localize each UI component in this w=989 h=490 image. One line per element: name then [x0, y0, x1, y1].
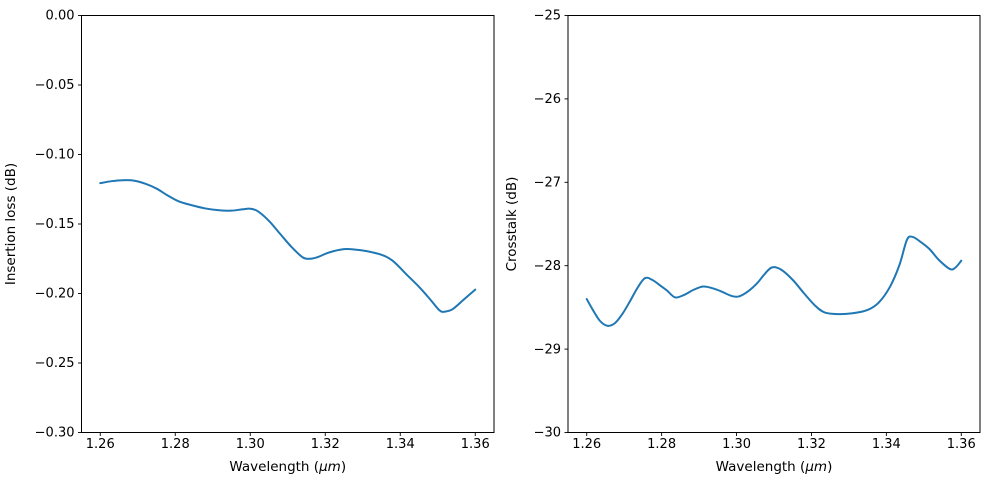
x-tick-label: 1.30	[722, 437, 751, 452]
subplot-insertion-loss: 1.26 1.28 1.30 1.32 1.34 1.36 0.00 −0.05 −0.10 −0…	[3, 9, 495, 475]
x-tick-label: 1.36	[461, 437, 490, 452]
x-tick-label: 1.34	[872, 437, 901, 452]
data-line-crosstalk	[585, 235, 963, 327]
y-tick-label: −0.10	[35, 148, 75, 163]
y-tick-label: −28	[534, 259, 561, 274]
x-tick-label: 1.28	[647, 437, 676, 452]
x-tick-label: 1.34	[386, 437, 415, 452]
y-tick-label: −0.20	[35, 287, 75, 302]
x-tick-label: 1.26	[572, 437, 601, 452]
y-tick-label: −0.05	[35, 78, 75, 93]
y-tick-label: −26	[534, 92, 561, 107]
plot-border	[567, 15, 981, 433]
y-tick-label: 0.00	[46, 9, 75, 24]
x-tick-label: 1.32	[797, 437, 826, 452]
data-line-insertion-loss	[99, 179, 477, 313]
x-tick-label: 1.32	[311, 437, 340, 452]
subplot-crosstalk: 1.26 1.28 1.30 1.32 1.34 1.36 −25 −26 −27 −28 −29 −…	[504, 9, 981, 475]
y-tick-label: −0.15	[35, 217, 75, 232]
y-tick-label: −27	[534, 175, 561, 190]
x-axis-label: Wavelength (μm)	[716, 459, 833, 475]
y-axis-label: Crosstalk (dB)	[504, 177, 520, 272]
x-tick-label: 1.30	[236, 437, 265, 452]
y-tick-label: −0.25	[35, 356, 75, 371]
y-axis-label: Insertion loss (dB)	[3, 163, 19, 285]
y-tick-label: −25	[534, 9, 561, 24]
plot-border	[81, 15, 495, 433]
y-tick-label: −29	[534, 342, 561, 357]
x-tick-label: 1.28	[161, 437, 190, 452]
y-tick-label: −0.30	[35, 426, 75, 441]
x-axis-label: Wavelength (μm)	[229, 459, 346, 475]
x-tick-label: 1.26	[86, 437, 115, 452]
y-tick-label: −30	[534, 426, 561, 441]
x-tick-label: 1.36	[947, 437, 976, 452]
